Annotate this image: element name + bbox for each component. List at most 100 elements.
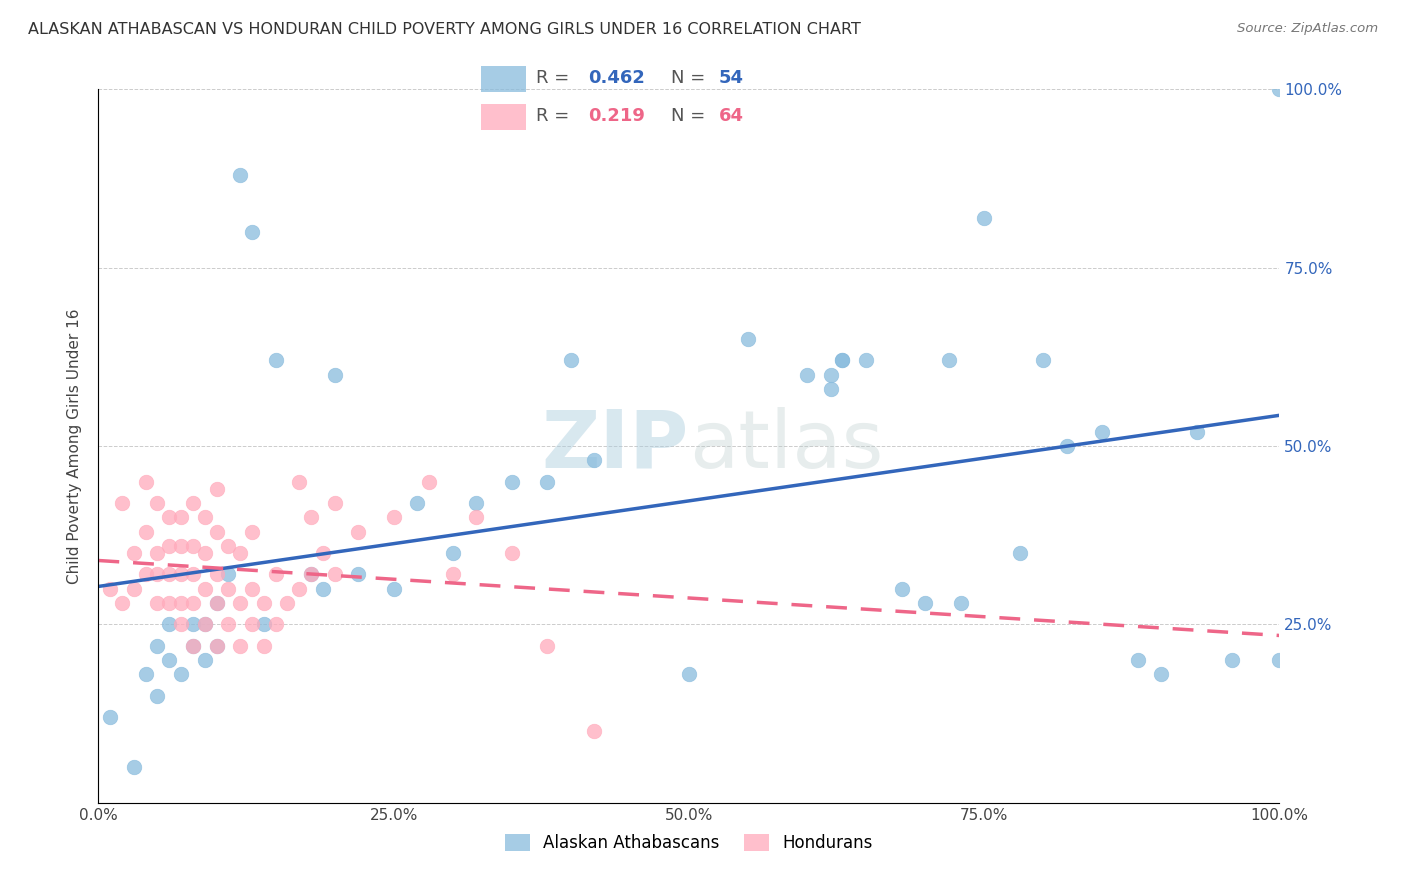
Point <box>157 539 180 553</box>
Text: ZIP: ZIP <box>541 407 689 485</box>
Point <box>914 596 936 610</box>
Point <box>583 724 606 739</box>
Point <box>264 353 287 368</box>
Bar <box>481 104 526 130</box>
Point <box>347 567 370 582</box>
Point <box>441 567 464 582</box>
Point <box>536 639 558 653</box>
Point <box>146 596 169 610</box>
Point <box>299 510 322 524</box>
Text: R =: R = <box>537 69 575 87</box>
Point <box>146 567 169 582</box>
Point <box>949 596 972 610</box>
Point <box>820 368 842 382</box>
Point <box>122 546 145 560</box>
Point <box>382 510 405 524</box>
Point <box>855 353 877 368</box>
Point <box>973 211 995 225</box>
Point <box>194 510 217 524</box>
Point <box>229 168 252 182</box>
Point <box>796 368 818 382</box>
Point <box>737 332 759 346</box>
Point <box>181 539 204 553</box>
Bar <box>481 66 526 92</box>
Point <box>181 639 204 653</box>
Point <box>820 382 842 396</box>
Point <box>205 596 228 610</box>
Point <box>382 582 405 596</box>
Point <box>205 567 228 582</box>
Point <box>347 524 370 539</box>
Text: 0.219: 0.219 <box>588 107 645 125</box>
Point <box>229 546 252 560</box>
Point <box>240 225 263 239</box>
Point <box>1185 425 1208 439</box>
Point <box>1268 653 1291 667</box>
Point <box>181 567 204 582</box>
Point <box>831 353 853 368</box>
Point <box>240 617 263 632</box>
Text: ALASKAN ATHABASCAN VS HONDURAN CHILD POVERTY AMONG GIRLS UNDER 16 CORRELATION CH: ALASKAN ATHABASCAN VS HONDURAN CHILD POV… <box>28 22 860 37</box>
Point <box>1008 546 1031 560</box>
Point <box>194 617 217 632</box>
Point <box>536 475 558 489</box>
Point <box>146 639 169 653</box>
Point <box>146 689 169 703</box>
Point <box>205 596 228 610</box>
Point <box>229 639 252 653</box>
Point <box>264 617 287 632</box>
Point <box>678 667 700 681</box>
Point <box>170 567 193 582</box>
Point <box>170 667 193 681</box>
Point <box>157 617 180 632</box>
Point <box>157 596 180 610</box>
Point <box>111 596 134 610</box>
Point <box>194 617 217 632</box>
Point <box>240 524 263 539</box>
Point <box>312 546 335 560</box>
Point <box>1150 667 1173 681</box>
Point <box>122 760 145 774</box>
Point <box>406 496 429 510</box>
Point <box>1091 425 1114 439</box>
Point <box>98 582 121 596</box>
Point <box>229 596 252 610</box>
Point <box>299 567 322 582</box>
Text: R =: R = <box>537 107 575 125</box>
Point <box>264 567 287 582</box>
Point <box>205 524 228 539</box>
Point <box>288 475 311 489</box>
Point <box>181 617 204 632</box>
Point <box>205 482 228 496</box>
Point <box>418 475 440 489</box>
Point <box>1032 353 1054 368</box>
Point <box>1220 653 1243 667</box>
Point <box>217 567 239 582</box>
Point <box>181 596 204 610</box>
Text: atlas: atlas <box>689 407 883 485</box>
Point <box>288 582 311 596</box>
Point <box>170 596 193 610</box>
Point <box>157 653 180 667</box>
Point <box>465 496 488 510</box>
Point <box>205 639 228 653</box>
Point <box>170 617 193 632</box>
Point <box>98 710 121 724</box>
Point <box>135 475 157 489</box>
Y-axis label: Child Poverty Among Girls Under 16: Child Poverty Among Girls Under 16 <box>67 309 83 583</box>
Point <box>181 496 204 510</box>
Point <box>170 510 193 524</box>
Point <box>465 510 488 524</box>
Point <box>1126 653 1149 667</box>
Point <box>240 582 263 596</box>
Point <box>583 453 606 467</box>
Text: N =: N = <box>671 107 711 125</box>
Point <box>194 653 217 667</box>
Point <box>253 596 276 610</box>
Point <box>1056 439 1078 453</box>
Point <box>194 582 217 596</box>
Point <box>312 582 335 596</box>
Point <box>146 496 169 510</box>
Point <box>323 368 346 382</box>
Point <box>217 617 239 632</box>
